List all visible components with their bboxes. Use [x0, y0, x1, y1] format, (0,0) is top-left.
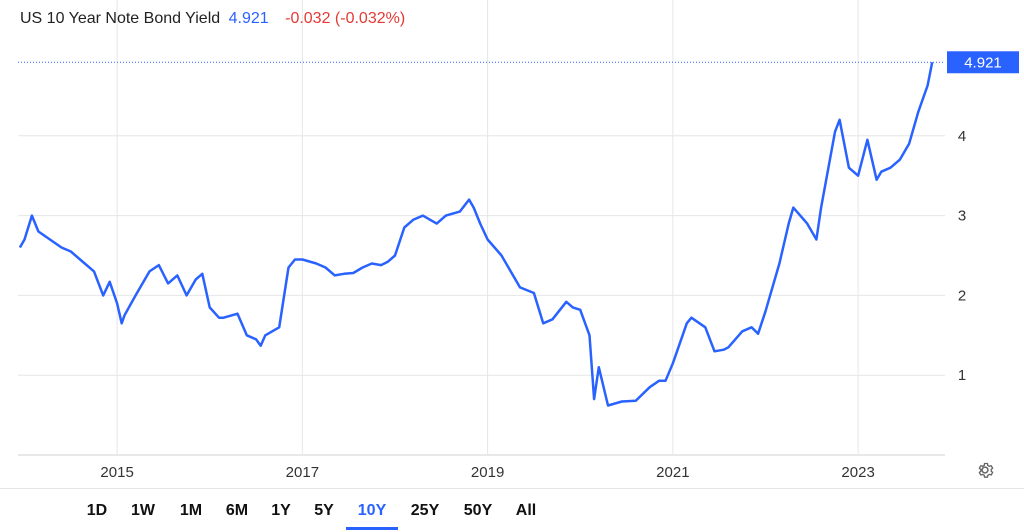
- price-change: -0.032 (-0.032%): [285, 10, 406, 27]
- timeframe-selector: 1D 1W 1M 6M 1Y 5Y 10Y 25Y 50Y All: [0, 488, 1024, 532]
- y-tick-label: 3: [958, 208, 966, 225]
- timeframe-1d[interactable]: 1D: [86, 502, 108, 519]
- series-layer: [18, 62, 934, 407]
- timeframe-1m[interactable]: 1M: [179, 502, 203, 519]
- x-tick-label: 2021: [656, 464, 689, 481]
- last-value-marker: 4.921: [18, 51, 1019, 74]
- timeframe-50y[interactable]: 50Y: [463, 502, 493, 519]
- timeframe-5y[interactable]: 5Y: [314, 502, 334, 519]
- active-timeframe-indicator: [346, 527, 398, 530]
- x-tick-label: 2015: [100, 464, 133, 481]
- timeframe-6m[interactable]: 6M: [225, 502, 249, 519]
- grid: [18, 0, 945, 456]
- last-value-badge: [947, 51, 1019, 74]
- x-tick-label: 2017: [286, 464, 319, 481]
- chart-header: US 10 Year Note Bond Yield 4.921 -0.032 …: [20, 10, 405, 28]
- y-tick-label: 4: [958, 128, 966, 145]
- current-price: 4.921: [228, 10, 269, 27]
- timeframe-25y[interactable]: 25Y: [410, 502, 440, 519]
- x-axis: 2015 2017 2019 2021 2023: [100, 464, 874, 481]
- gear-icon[interactable]: [975, 460, 995, 480]
- x-tick-label: 2023: [841, 464, 874, 481]
- yield-series-line: [18, 62, 934, 407]
- timeframe-10y[interactable]: 10Y: [357, 502, 387, 519]
- y-tick-label: 1: [958, 367, 966, 384]
- y-axis: 1 2 3 4: [958, 128, 966, 384]
- x-tick-label: 2019: [471, 464, 504, 481]
- timeframe-1y[interactable]: 1Y: [271, 502, 291, 519]
- y-tick-label: 2: [958, 287, 966, 304]
- chart-title: US 10 Year Note Bond Yield: [20, 10, 221, 27]
- last-value-label: 4.921: [964, 54, 1002, 71]
- timeframe-1w[interactable]: 1W: [131, 502, 155, 519]
- timeframe-all[interactable]: All: [515, 502, 537, 519]
